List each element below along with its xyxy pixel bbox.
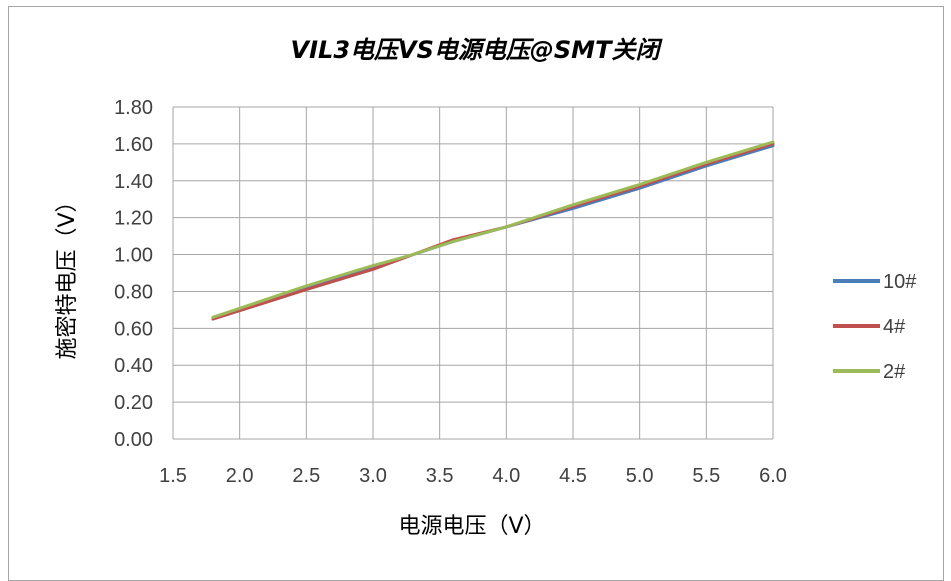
y-tick-label: 0.00	[114, 429, 153, 451]
chart-title: VIL3电压VS电源电压@SMT关闭	[291, 36, 664, 64]
x-tick-label: 3.5	[426, 465, 454, 487]
x-tick-label: 1.5	[159, 465, 187, 487]
x-tick-label: 2.5	[292, 465, 320, 487]
x-tick-labels: 1.5 2.0 2.5 3.0 3.5 4.0 4.5 5.0 5.5 6.0	[159, 465, 787, 487]
y-tick-label: 1.80	[114, 97, 153, 119]
x-tick-label: 3.0	[359, 465, 387, 487]
legend-label: 2#	[883, 361, 906, 383]
y-tick-label: 0.80	[114, 281, 153, 303]
series-lines	[211, 140, 775, 321]
y-tick-label: 0.60	[114, 318, 153, 340]
y-tick-label: 0.40	[114, 355, 153, 377]
y-tick-label: 1.60	[114, 134, 153, 156]
x-tick-label: 5.0	[626, 465, 654, 487]
y-tick-label: 0.20	[114, 392, 153, 414]
x-tick-label: 6.0	[759, 465, 787, 487]
y-tick-labels: 0.00 0.20 0.40 0.60 0.80 1.00 1.20 1.40 1.60 1.80	[114, 97, 153, 451]
x-axis-label: 电源电压（V）	[398, 514, 545, 539]
x-tick-label: 5.5	[692, 465, 720, 487]
y-tick-label: 1.00	[114, 245, 153, 267]
y-tick-label: 1.20	[114, 208, 153, 230]
legend-label: 4#	[883, 316, 906, 338]
plot-grid	[172, 106, 774, 440]
x-tick-label: 4.5	[559, 465, 587, 487]
legend: 10# 4# 2#	[833, 271, 917, 383]
chart-frame	[8, 6, 944, 581]
x-tick-label: 4.0	[492, 465, 520, 487]
y-tick-label: 1.40	[114, 171, 153, 193]
y-axis-label: 施密特电压（V）	[55, 190, 80, 359]
x-tick-label: 2.0	[226, 465, 254, 487]
series-line-2#	[211, 140, 775, 319]
legend-label: 10#	[883, 271, 917, 293]
